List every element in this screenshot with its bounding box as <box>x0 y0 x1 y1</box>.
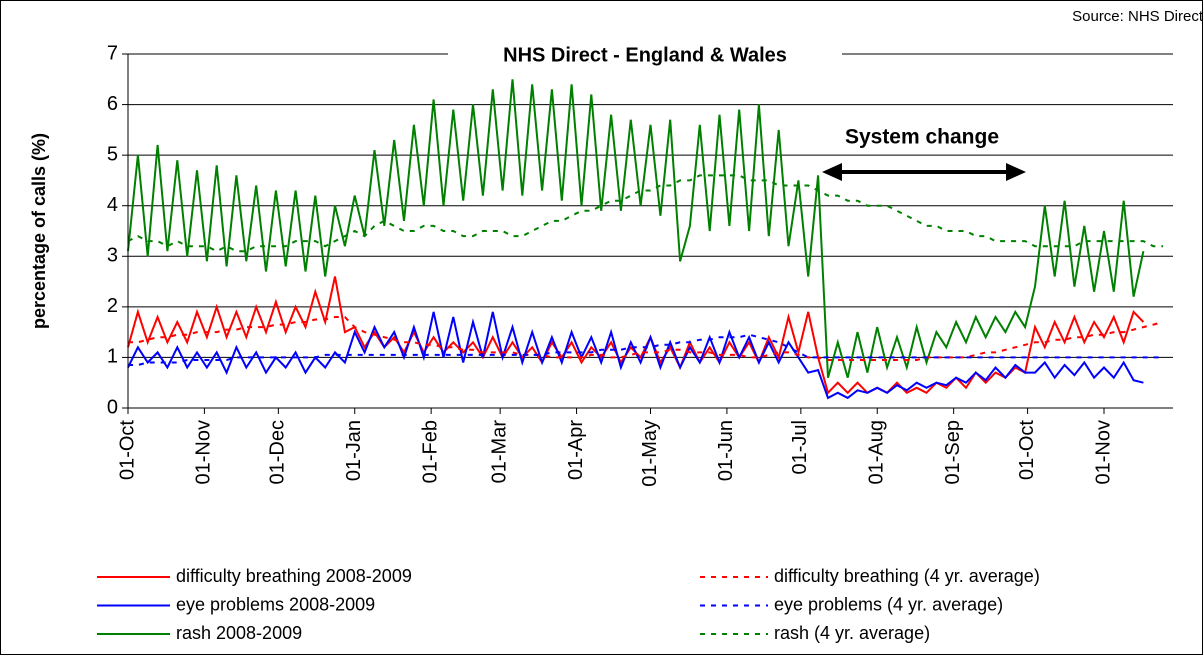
annotation: System change <box>845 126 999 149</box>
y-tick-label: 0 <box>107 396 118 418</box>
legend-label: difficulty breathing 2008-2009 <box>176 566 412 586</box>
source-note: Source: NHS Direct <box>1072 8 1203 25</box>
x-tick-label: 01-Oct <box>1016 420 1038 480</box>
legend-label: eye problems (4 yr. average) <box>774 594 1003 614</box>
y-tick-label: 4 <box>107 194 118 216</box>
y-tick-label: 7 <box>107 42 118 64</box>
x-tick-label: 01-Jan <box>343 420 365 481</box>
series-line <box>128 316 1164 361</box>
series-line <box>127 79 1145 378</box>
x-tick-label: 01-Apr <box>565 420 587 480</box>
title-background <box>448 42 842 68</box>
x-tick-label: 01-Oct <box>116 420 138 480</box>
y-tick-label: 2 <box>107 295 118 317</box>
legend: difficulty breathing 2008-2009 eye proble… <box>97 566 1040 643</box>
y-tick-label: 1 <box>107 346 118 368</box>
x-tick-label: 01-Dec <box>267 420 289 484</box>
x-tick-label: 01-Jul <box>789 420 811 474</box>
x-tick-label: 01-Feb <box>419 420 441 483</box>
series-line <box>127 174 1164 253</box>
x-tick-label: 01-Aug <box>866 420 888 485</box>
y-tick-label: 3 <box>107 245 118 267</box>
axes: 0 1 2 3 4 5 6 7 01-Oct 01-Nov 01-Dec 01-Jan 01-Feb 01… <box>107 42 1173 487</box>
y-tick-label: 5 <box>107 143 118 165</box>
legend-label: difficulty breathing (4 yr. average) <box>774 566 1040 586</box>
x-tick-label: 01-Mar <box>488 420 510 484</box>
series-line <box>127 311 1144 400</box>
x-tick-label: 01-Nov <box>1092 420 1114 484</box>
series-lines <box>127 79 1164 400</box>
legend-label: eye problems 2008-2009 <box>176 594 375 614</box>
annotation-arrow <box>822 163 1026 181</box>
y-axis-label: percentage of calls (%) <box>29 133 49 329</box>
x-tick-label: 01-Sep <box>942 420 964 485</box>
chart-title: NHS Direct - England & Wales <box>503 44 787 66</box>
x-tick-label: 01-Nov <box>193 420 215 484</box>
x-tick-label: 01-Jun <box>715 420 737 481</box>
series-line <box>128 333 1164 366</box>
legend-label: rash 2008-2009 <box>176 623 302 643</box>
y-tick-label: 6 <box>107 93 118 115</box>
x-tick-label: 01-May <box>639 420 661 487</box>
legend-label: rash (4 yr. average) <box>774 623 930 643</box>
